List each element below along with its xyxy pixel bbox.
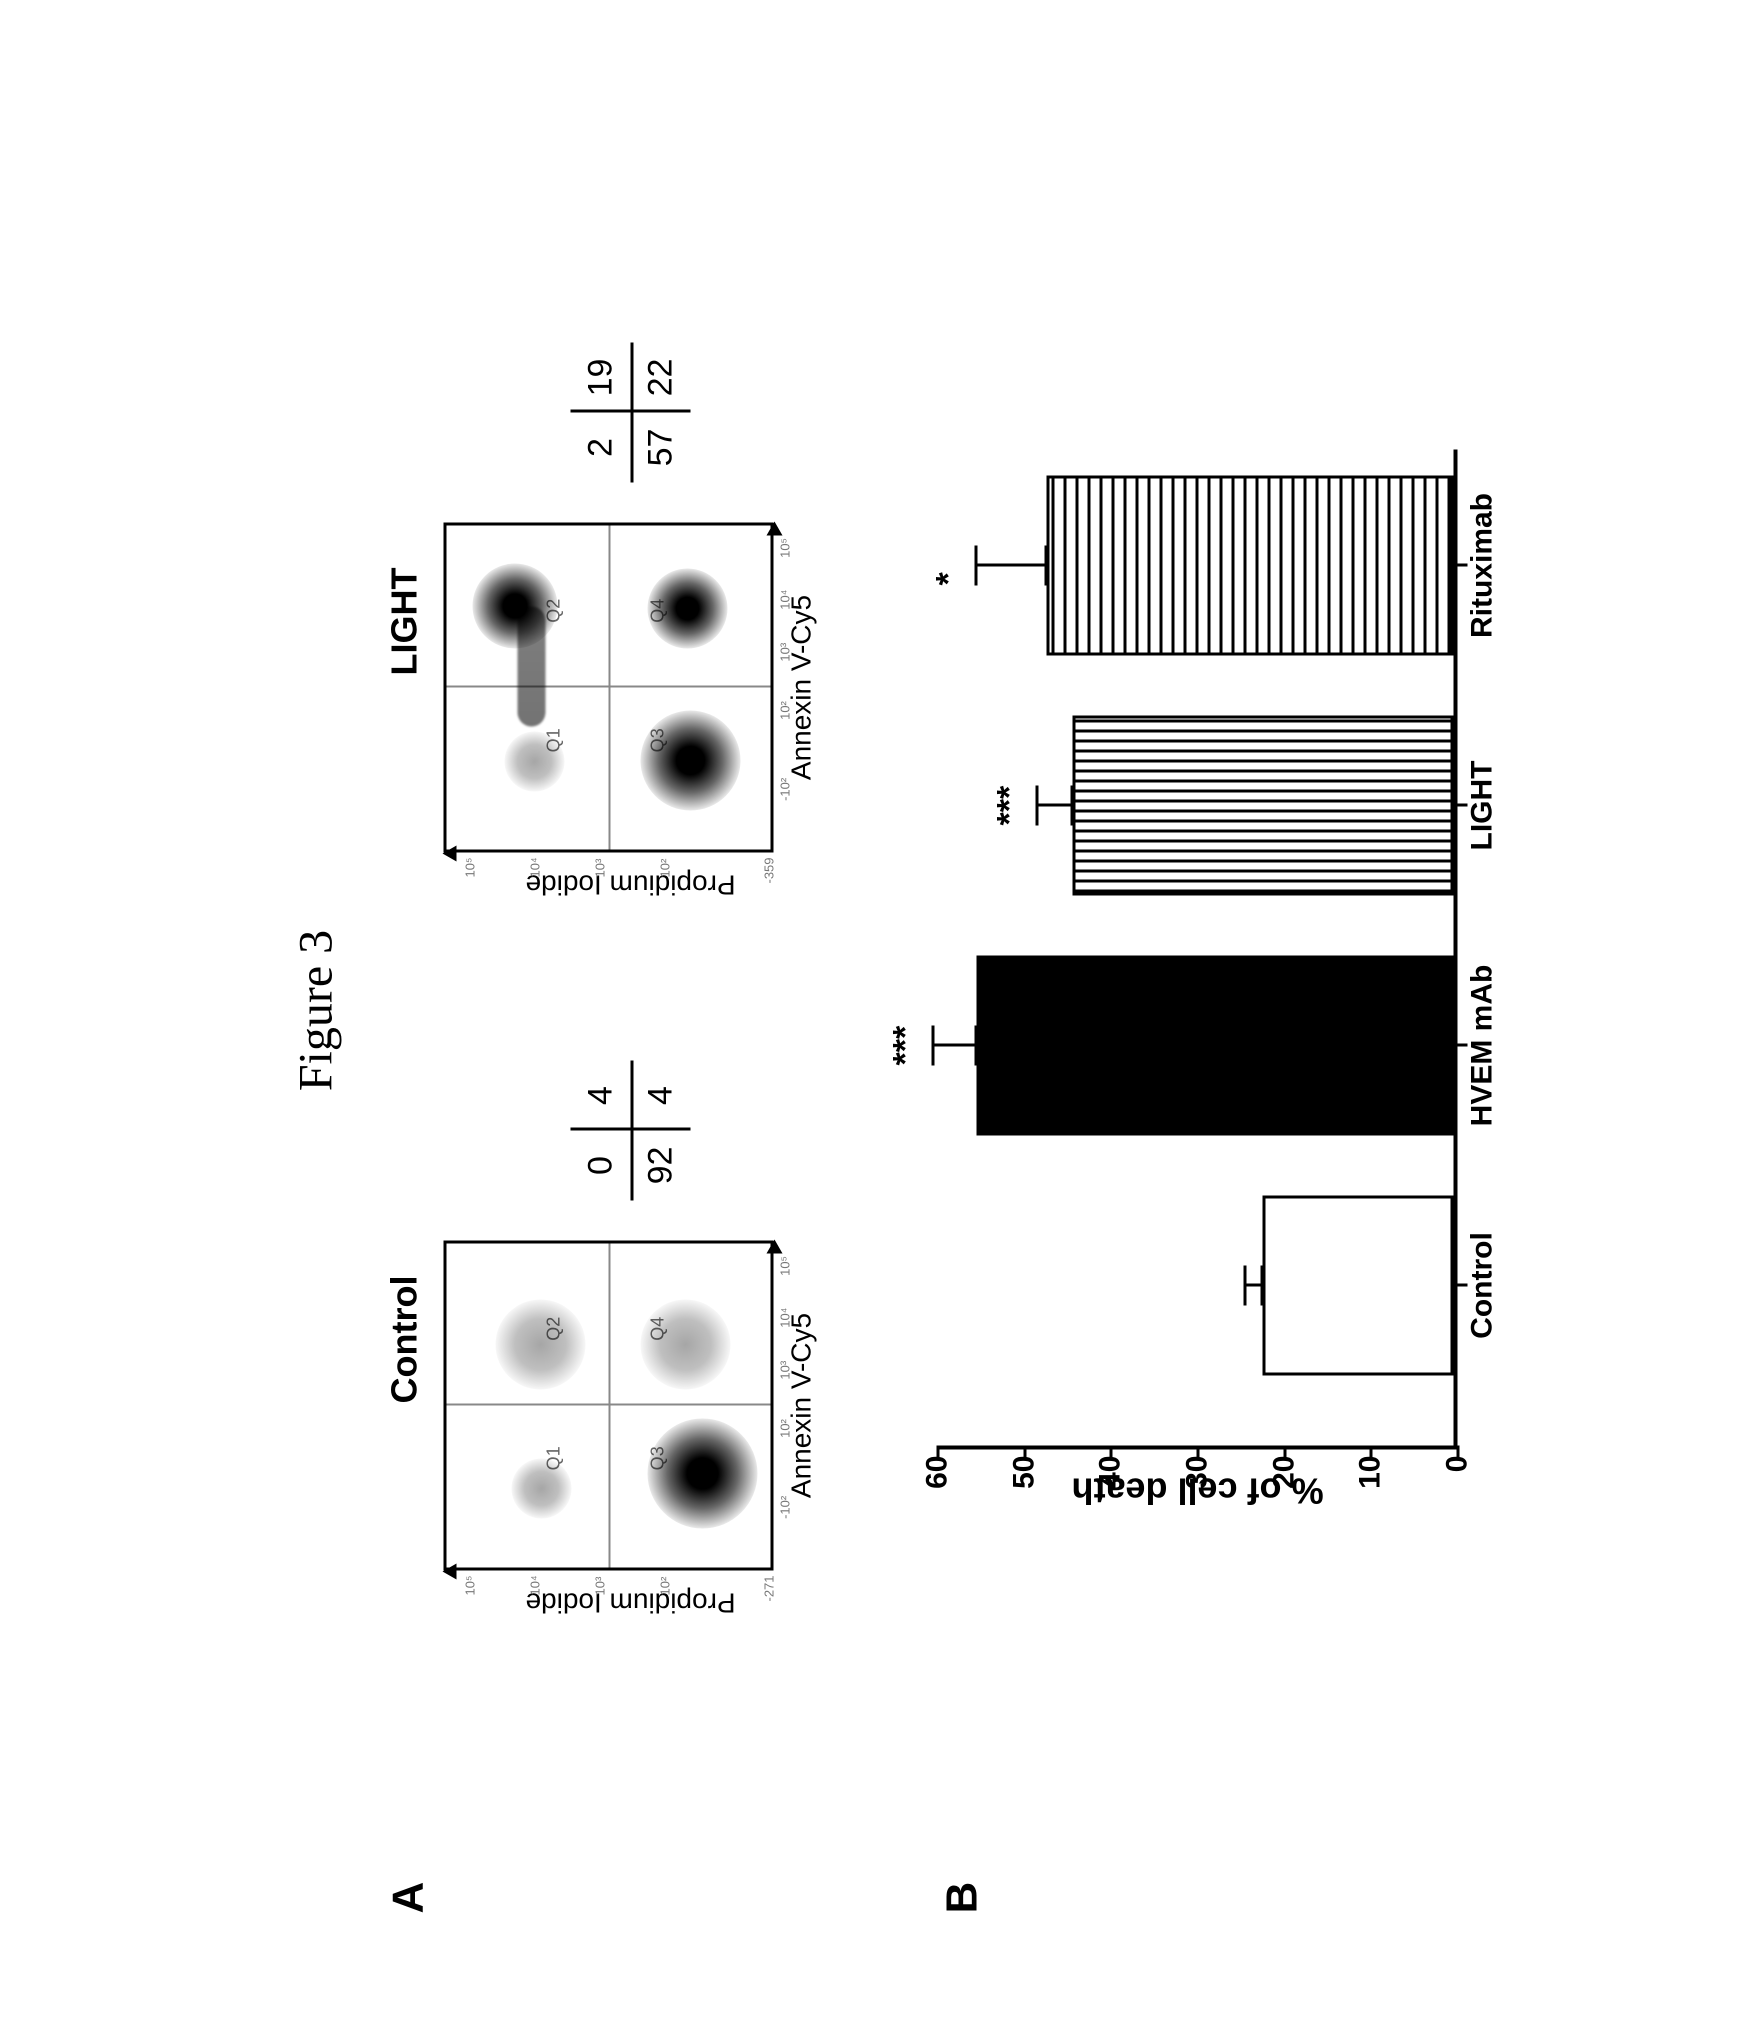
facs-control: Control Propidium Iodide Q1 Q2 Q3 Q4	[384, 1060, 818, 1618]
ytick-label: 30	[1181, 1455, 1215, 1488]
facs-control-plot: Q1 Q2 Q3 Q4 -271 1	[444, 1240, 774, 1570]
bar-label: HVEM mAb	[1466, 935, 1500, 1155]
panel-a-letter: A	[384, 1881, 434, 1913]
facs-light: LIGHT Propidium Iodide Q1 Q2 Q3 Q4	[384, 342, 818, 900]
sig-marker: ***	[887, 1025, 926, 1065]
bar-rituximab	[1046, 475, 1453, 655]
panel-a: Control Propidium Iodide Q1 Q2 Q3 Q4	[384, 137, 818, 1883]
bar-light	[1072, 715, 1453, 895]
facs-xlabel-2: Annexin V-Cy5	[786, 594, 818, 779]
bar-hvem-mab	[977, 955, 1454, 1135]
q4-val: 4	[641, 1060, 680, 1130]
sig-marker: *	[930, 572, 969, 585]
ytick-label: 60	[921, 1455, 955, 1488]
figure-title: Figure 3	[289, 137, 344, 1883]
facs-control-quadtable: 0 4 92 4	[571, 1060, 691, 1200]
q1-val: 0	[581, 1130, 620, 1200]
bar-label: Control	[1466, 1175, 1500, 1395]
facs-control-title: Control	[384, 1275, 426, 1403]
ytick-label: 40	[1094, 1455, 1128, 1488]
q2-val: 4	[581, 1060, 620, 1130]
facs-light-quadtable: 2 19 57 22	[571, 342, 691, 482]
q1-val: 2	[581, 412, 620, 482]
panel-b: % of cell death Control***HVEM mAb***LIG…	[938, 137, 1458, 1883]
barchart: Control***HVEM mAb***LIGHT*Rituximab	[938, 449, 1458, 1449]
facs-ylabel-2: Propidium Iodide	[525, 868, 735, 900]
panel-b-letter: B	[938, 1881, 988, 1913]
ytick-label: 10	[1354, 1455, 1388, 1488]
q3-val: 92	[641, 1130, 680, 1200]
bar-control	[1263, 1195, 1454, 1375]
q4-val: 22	[641, 342, 680, 412]
bar-label: Rituximab	[1466, 455, 1500, 675]
facs-ylabel: Propidium Iodide	[525, 1586, 735, 1618]
facs-light-title: LIGHT	[384, 567, 426, 675]
facs-xlabel: Annexin V-Cy5	[786, 1312, 818, 1497]
bar-label: LIGHT	[1466, 695, 1500, 915]
q3-val: 57	[641, 412, 680, 482]
ytick-label: 50	[1007, 1455, 1041, 1488]
facs-light-plot: Q1 Q2 Q3 Q4 -359	[444, 522, 774, 852]
q2-val: 19	[581, 342, 620, 412]
sig-marker: ***	[991, 785, 1030, 825]
ytick-label: 0	[1441, 1455, 1475, 1472]
ytick-label: 20	[1267, 1455, 1301, 1488]
